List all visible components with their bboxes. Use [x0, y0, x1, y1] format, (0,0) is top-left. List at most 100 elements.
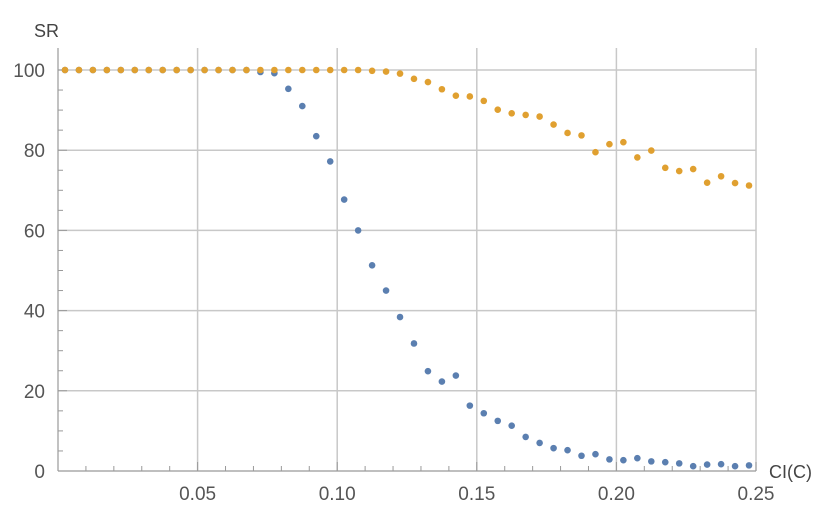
series-2-point [606, 140, 613, 148]
x-tick-label: 0.25 [738, 484, 775, 505]
series-2-point [61, 66, 69, 74]
series-2-point [229, 66, 236, 74]
series-2-point [564, 129, 571, 137]
series-2-point [159, 66, 166, 74]
series-2-point [368, 67, 376, 75]
data-series [61, 66, 753, 470]
series-1-point [410, 340, 418, 347]
y-axis-label: SR [34, 21, 59, 41]
series-1-point [606, 456, 613, 463]
series-2-point [257, 66, 264, 74]
series-1-point [564, 446, 571, 454]
series-2-point [243, 66, 250, 74]
series-2-point [717, 172, 725, 180]
series-2-point [271, 66, 278, 74]
y-tick-label: 20 [24, 382, 45, 403]
series-2-point [173, 66, 180, 74]
series-1-point [634, 454, 641, 462]
series-2-point [438, 85, 446, 93]
series-2-point [466, 93, 474, 100]
series-1-point [438, 378, 446, 385]
x-tick-label: 0.10 [319, 484, 356, 505]
series-1-point [382, 287, 390, 294]
series-2-point [703, 179, 711, 186]
series-1-point [689, 462, 697, 470]
series-2-point [480, 97, 488, 105]
series-2-point [648, 147, 655, 154]
series-2-point [187, 66, 194, 74]
series-1-point [536, 439, 543, 447]
series-1-point [675, 460, 683, 467]
series-2-point [522, 111, 529, 119]
series-1-point [424, 367, 432, 375]
series-2-point [312, 66, 320, 74]
series-1-point [340, 196, 348, 203]
series-1-point [661, 458, 669, 466]
series-2-point [410, 75, 418, 83]
y-tick-label: 40 [24, 302, 45, 323]
series-2-point [661, 164, 669, 172]
series-2-point [424, 78, 432, 86]
series-1-point [620, 456, 627, 464]
series-1-point [717, 460, 725, 468]
series-2-point [299, 66, 306, 74]
series-2-group [61, 66, 753, 189]
series-2-point [745, 182, 753, 189]
series-1-group [61, 66, 753, 470]
series-2-point [620, 138, 627, 146]
series-1-point [592, 450, 599, 458]
y-tick-label: 60 [24, 221, 45, 242]
series-2-point [689, 165, 697, 173]
y-tick-label: 100 [13, 61, 45, 82]
series-2-point [285, 66, 292, 74]
tick-labels: 0 20 40 60 80 100 0.05 0.10 0.15 0.20 0.25 [13, 61, 774, 505]
series-2-point [382, 68, 390, 75]
series-2-point [578, 132, 585, 139]
series-2-point [494, 106, 502, 113]
series-2-point [89, 66, 97, 74]
series-2-point [131, 66, 139, 74]
series-2-point [340, 66, 348, 74]
series-2-point [201, 66, 208, 74]
series-2-point [215, 66, 222, 74]
series-2-point [396, 70, 404, 77]
series-1-point [312, 132, 320, 140]
series-2-point [592, 148, 599, 156]
series-1-point [285, 85, 292, 93]
series-2-point [117, 66, 125, 74]
grid-lines [58, 48, 757, 471]
series-1-point [703, 461, 711, 468]
y-tick-label: 0 [34, 462, 45, 483]
series-1-point [578, 452, 585, 460]
series-2-point [103, 66, 111, 74]
y-tick-label: 80 [24, 141, 45, 162]
series-1-point [480, 409, 488, 417]
series-2-point [326, 66, 334, 74]
series-1-point [745, 462, 753, 469]
axes [57, 48, 757, 472]
series-2-point [536, 113, 543, 120]
series-1-point [354, 227, 362, 234]
series-2-point [452, 92, 460, 99]
x-tick-label: 0.15 [458, 484, 495, 505]
series-2-point [145, 66, 153, 74]
series-1-point [648, 458, 655, 465]
x-tick-label: 0.05 [179, 484, 216, 505]
series-2-point [731, 179, 739, 187]
series-1-point [452, 372, 460, 379]
series-2-point [508, 110, 515, 117]
series-2-point [550, 121, 557, 128]
series-1-point [522, 433, 529, 441]
series-1-point [466, 402, 474, 409]
series-1-point [299, 102, 306, 110]
series-2-point [354, 66, 362, 74]
series-1-point [494, 417, 502, 425]
series-1-point [368, 261, 376, 269]
x-axis-label: CI(C) [769, 462, 812, 482]
series-2-point [675, 167, 683, 175]
series-1-point [508, 422, 515, 429]
series-1-point [326, 158, 334, 165]
series-1-point [550, 444, 557, 452]
series-1-point [731, 462, 739, 470]
